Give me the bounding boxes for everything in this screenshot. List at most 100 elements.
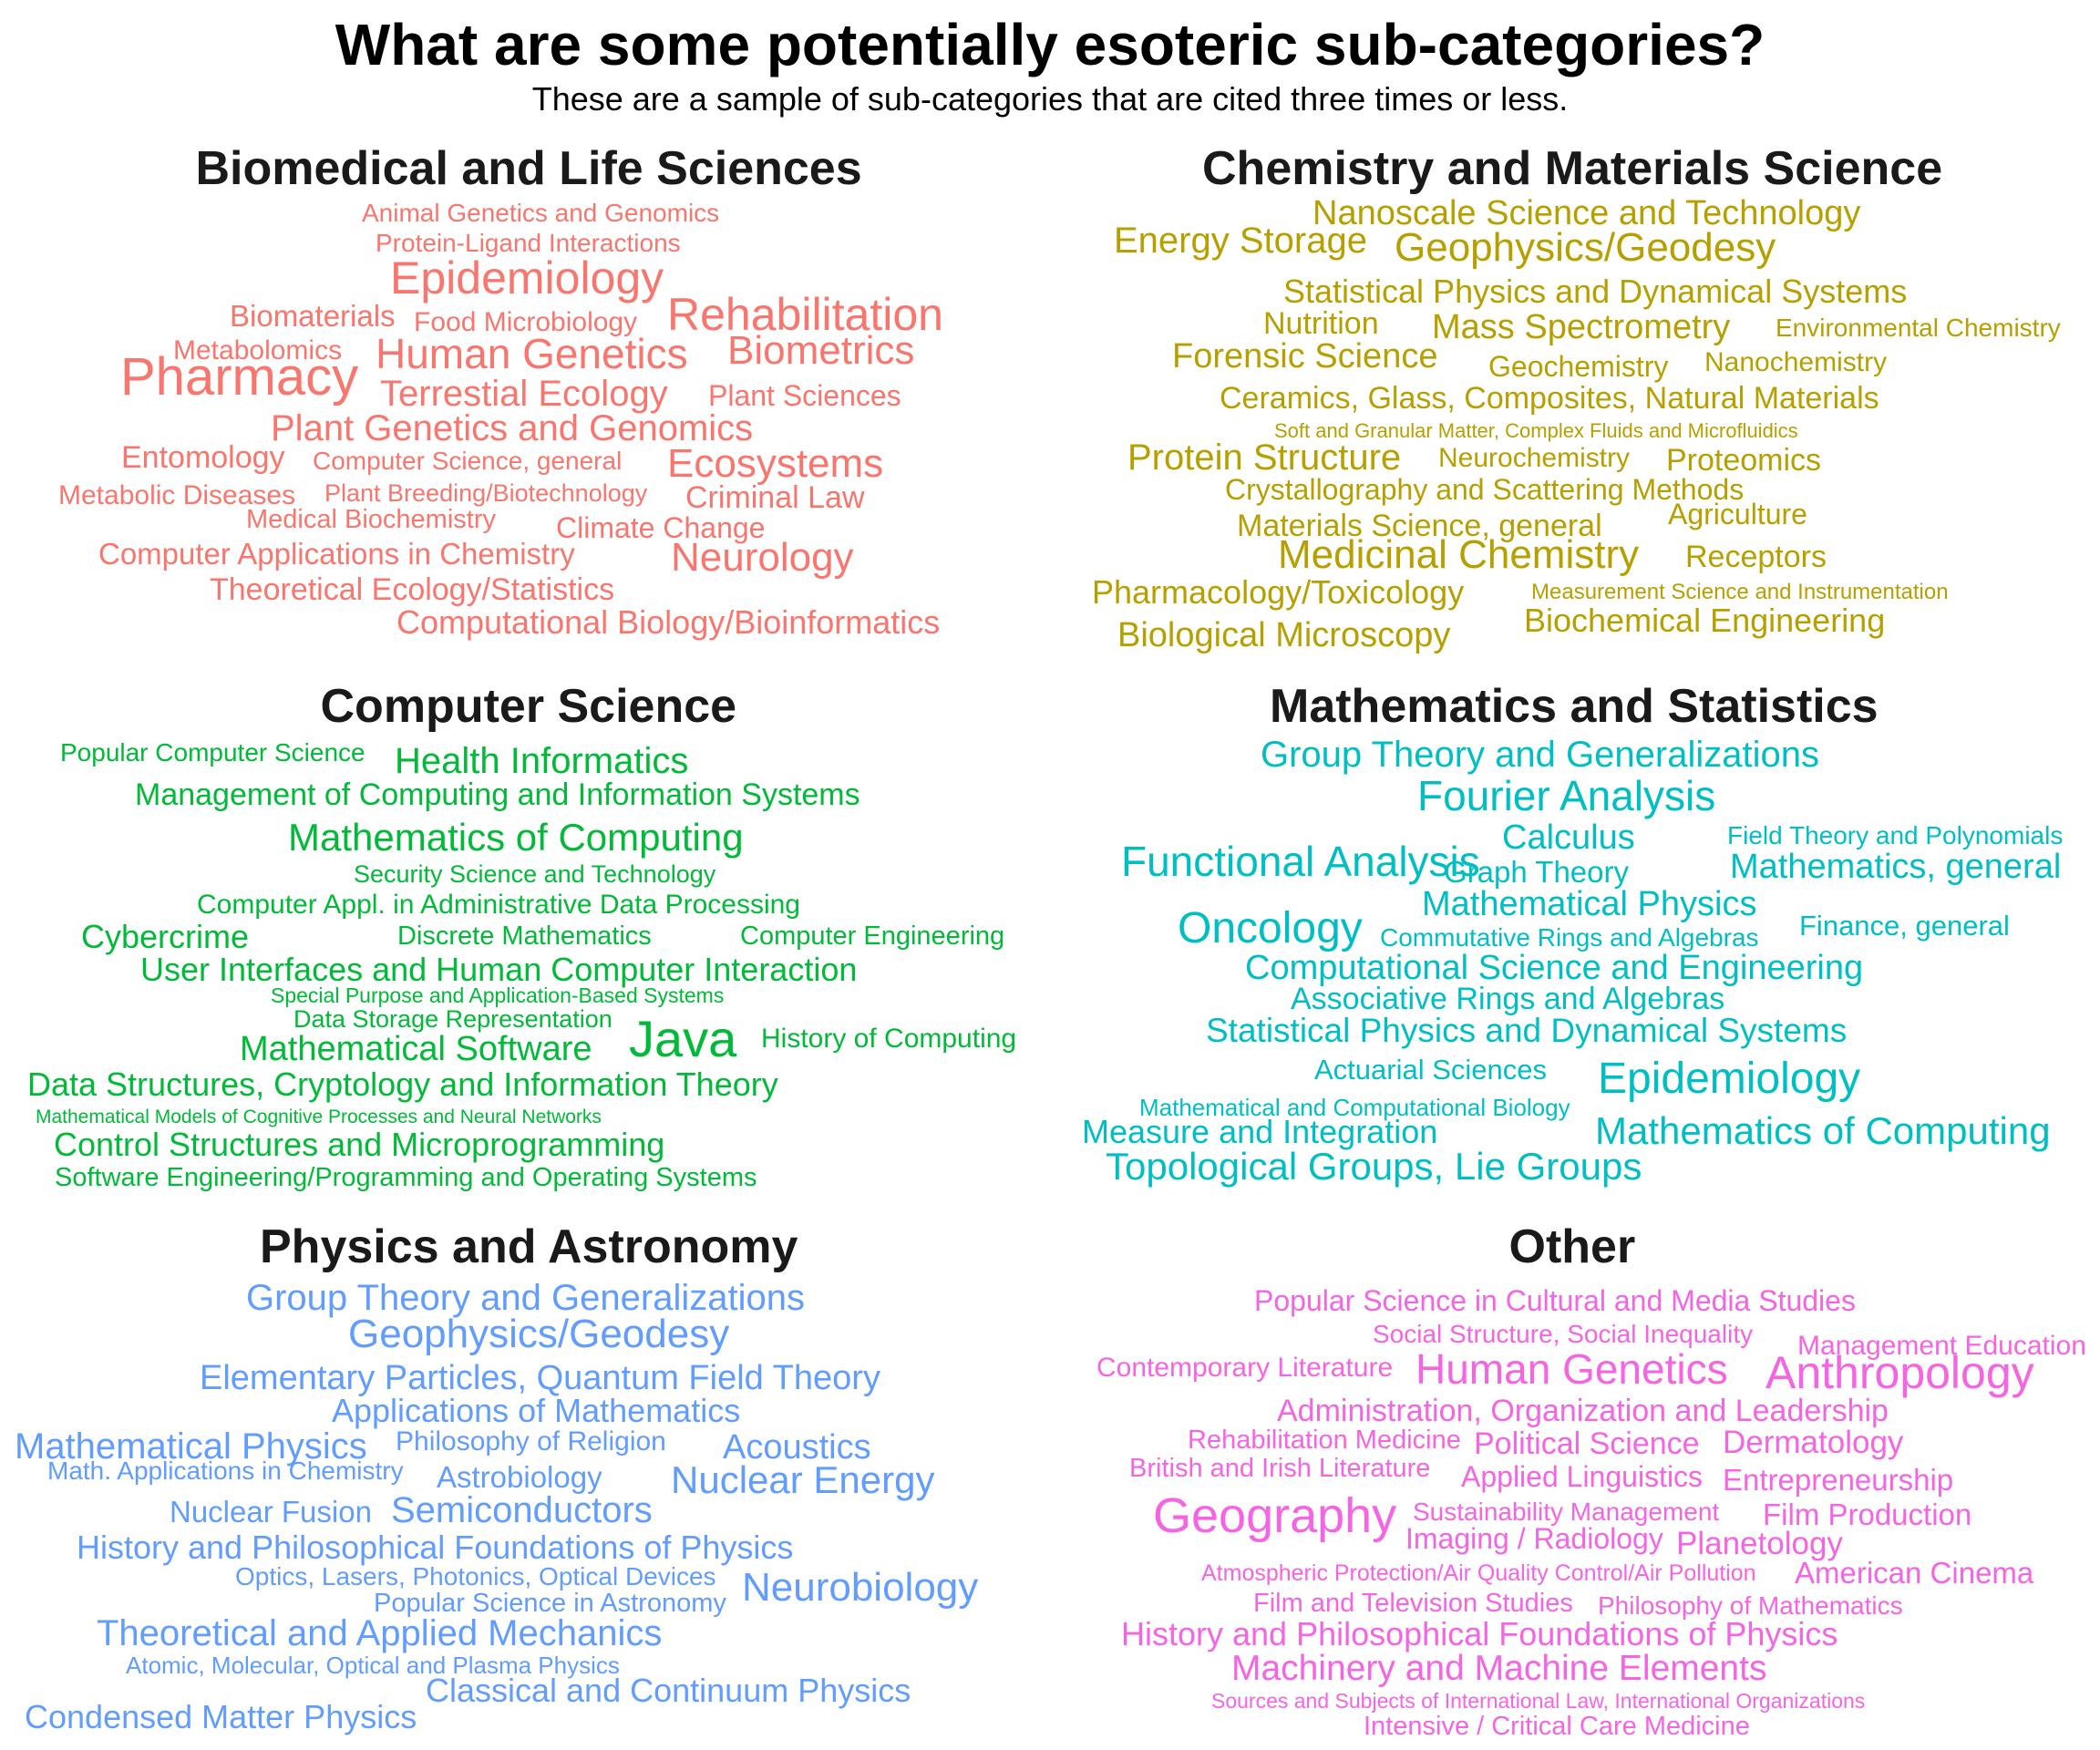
word-actuarial-sciences: Actuarial Sciences — [1314, 1054, 1548, 1086]
word-political-science: Political Science — [1474, 1426, 1700, 1461]
word-acoustics: Acoustics — [723, 1428, 871, 1467]
word-planetology: Planetology — [1676, 1526, 1843, 1561]
word-intensive-critical-care-medicine: Intensive / Critical Care Medicine — [1364, 1712, 1750, 1741]
word-astrobiology: Astrobiology — [437, 1460, 602, 1494]
word-film-production: Film Production — [1763, 1498, 1972, 1531]
word-climate-change: Climate Change — [556, 511, 766, 544]
word-functional-analysis: Functional Analysis — [1121, 838, 1480, 885]
word-administration-organization-and-leadership: Administration, Organization and Leaders… — [1277, 1394, 1889, 1428]
word-mathematics-of-computing: Mathematics of Computing — [288, 816, 744, 859]
word-data-structures-cryptology-and-information-theory: Data Structures, Cryptology and Informat… — [27, 1065, 778, 1103]
word-security-science-and-technology: Security Science and Technology — [354, 860, 716, 888]
word-semiconductors: Semiconductors — [391, 1490, 653, 1530]
word-topological-groups-lie-groups: Topological Groups, Lie Groups — [1106, 1145, 1642, 1188]
word-popular-science-in-cultural-and-media-studies: Popular Science in Cultural and Media St… — [1254, 1284, 1856, 1317]
chart-title: What are some potentially esoteric sub-c… — [335, 12, 1765, 77]
panel-title-mathematics-and-statistics: Mathematics and Statistics — [1270, 680, 1879, 733]
word-ecosystems: Ecosystems — [667, 441, 884, 486]
word-theoretical-and-applied-mechanics: Theoretical and Applied Mechanics — [97, 1613, 663, 1653]
word-data-storage-representation: Data Storage Representation — [293, 1005, 612, 1033]
word-philosophy-of-mathematics: Philosophy of Mathematics — [1598, 1591, 1903, 1620]
word-nanoscale-science-and-technology: Nanoscale Science and Technology — [1312, 194, 1861, 232]
word-dermatology: Dermatology — [1723, 1425, 1904, 1460]
word-contemporary-literature: Contemporary Literature — [1096, 1353, 1394, 1383]
word-computational-science-and-engineering: Computational Science and Engineering — [1245, 949, 1864, 987]
word-american-cinema: American Cinema — [1795, 1556, 2034, 1590]
word-protein-structure: Protein Structure — [1127, 438, 1402, 478]
word-history-of-computing: History of Computing — [761, 1024, 1017, 1054]
word-biochemical-engineering: Biochemical Engineering — [1524, 602, 1886, 639]
word-computer-engineering: Computer Engineering — [740, 921, 1005, 951]
word-plant-sciences: Plant Sciences — [708, 379, 901, 412]
word-geochemistry: Geochemistry — [1488, 350, 1669, 383]
word-entrepreneurship: Entrepreneurship — [1723, 1463, 1954, 1497]
word-popular-computer-science: Popular Computer Science — [60, 738, 365, 767]
word-computational-biology-bioinformatics: Computational Biology/Bioinformatics — [396, 603, 941, 641]
word-commutative-rings-and-algebras: Commutative Rings and Algebras — [1380, 923, 1759, 952]
word-java: Java — [629, 1010, 737, 1067]
word-pharmacy: Pharmacy — [120, 347, 359, 407]
word-geophysics-geodesy: Geophysics/Geodesy — [348, 1312, 730, 1356]
word-measurement-science-and-instrumentation: Measurement Science and Instrumentation — [1531, 580, 1949, 604]
word-measure-and-integration: Measure and Integration — [1082, 1113, 1438, 1150]
word-epidemiology: Epidemiology — [1598, 1055, 1861, 1103]
word-applications-of-mathematics: Applications of Mathematics — [332, 1392, 741, 1429]
word-elementary-particles-quantum-field-theory: Elementary Particles, Quantum Field Theo… — [200, 1359, 880, 1397]
word-mathematical-physics: Mathematical Physics — [15, 1426, 367, 1467]
word-classical-and-continuum-physics: Classical and Continuum Physics — [426, 1672, 911, 1709]
word-graph-theory: Graph Theory — [1444, 855, 1629, 889]
word-management-of-computing-and-information-systems: Management of Computing and Information … — [135, 777, 860, 812]
word-biomaterials: Biomaterials — [230, 299, 396, 333]
word-history-and-philosophical-foundations-of-physics: History and Philosophical Foundations of… — [1121, 1615, 1838, 1652]
word-control-structures-and-microprogramming: Control Structures and Microprogramming — [54, 1126, 665, 1163]
word-medicinal-chemistry: Medicinal Chemistry — [1278, 532, 1640, 577]
word-criminal-law: Criminal Law — [685, 480, 865, 515]
word-atmospheric-protection-air-quality-control-air-pollution: Atmospheric Protection/Air Quality Contr… — [1201, 1560, 1756, 1586]
word-applied-linguistics: Applied Linguistics — [1461, 1460, 1704, 1493]
word-animal-genetics-and-genomics: Animal Genetics and Genomics — [362, 199, 720, 227]
word-computer-appl-in-administrative-data-processing: Computer Appl. in Administrative Data Pr… — [197, 890, 800, 920]
word-human-genetics: Human Genetics — [1415, 1345, 1728, 1393]
word-math-applications-in-chemistry: Math. Applications in Chemistry — [47, 1457, 404, 1485]
word-forensic-science: Forensic Science — [1172, 337, 1438, 376]
word-mathematical-software: Mathematical Software — [240, 1030, 592, 1068]
word-nuclear-fusion: Nuclear Fusion — [170, 1495, 372, 1529]
word-agriculture: Agriculture — [1668, 498, 1807, 530]
word-atomic-molecular-optical-and-plasma-physics: Atomic, Molecular, Optical and Plasma Ph… — [126, 1652, 620, 1679]
word-history-and-philosophical-foundations-of-physics: History and Philosophical Foundations of… — [77, 1529, 794, 1566]
word-metabolomics: Metabolomics — [173, 335, 343, 365]
panel-title-biomedical-and-life-sciences: Biomedical and Life Sciences — [195, 142, 862, 195]
word-optics-lasers-photonics-optical-devices: Optics, Lasers, Photonics, Optical Devic… — [235, 1562, 716, 1590]
word-calculus: Calculus — [1502, 818, 1635, 857]
panel-title-computer-science: Computer Science — [320, 680, 737, 733]
word-condensed-matter-physics: Condensed Matter Physics — [25, 1698, 417, 1735]
word-philosophy-of-religion: Philosophy of Religion — [396, 1426, 666, 1457]
word-plant-breeding-biotechnology: Plant Breeding/Biotechnology — [324, 479, 648, 507]
word-neurology: Neurology — [671, 535, 854, 580]
word-sustainability-management: Sustainability Management — [1413, 1498, 1720, 1526]
word-mathematics-of-computing: Mathematics of Computing — [1595, 1109, 2051, 1152]
word-mathematical-and-computational-biology: Mathematical and Computational Biology — [1139, 1094, 1570, 1121]
word-protein-ligand-interactions: Protein-Ligand Interactions — [376, 229, 681, 257]
word-cybercrime: Cybercrime — [81, 918, 250, 955]
word-anthropology: Anthropology — [1765, 1347, 2034, 1398]
chart-subtitle: These are a sample of sub-categories tha… — [531, 80, 1569, 118]
word-medical-biochemistry: Medical Biochemistry — [246, 505, 496, 534]
word-ceramics-glass-composites-natural-materials: Ceramics, Glass, Composites, Natural Mat… — [1220, 381, 1879, 416]
word-geophysics-geodesy: Geophysics/Geodesy — [1395, 225, 1776, 270]
panel-title-other: Other — [1508, 1220, 1636, 1273]
word-epidemiology: Epidemiology — [390, 252, 664, 304]
word-biometrics: Biometrics — [727, 328, 915, 373]
word-special-purpose-and-application-based-systems: Special Purpose and Application-Based Sy… — [271, 983, 725, 1007]
word-nutrition: Nutrition — [1263, 306, 1379, 341]
word-neurochemistry: Neurochemistry — [1438, 443, 1631, 473]
word-soft-and-granular-matter-complex-fluids-and-microfluidics: Soft and Granular Matter, Complex Fluids… — [1274, 419, 1798, 442]
word-energy-storage: Energy Storage — [1114, 221, 1367, 261]
word-receptors: Receptors — [1685, 540, 1827, 574]
word-nanochemistry: Nanochemistry — [1704, 347, 1888, 377]
word-neurobiology: Neurobiology — [742, 1565, 979, 1610]
word-proteomics: Proteomics — [1666, 443, 1822, 478]
panel-title-physics-and-astronomy: Physics and Astronomy — [260, 1220, 798, 1273]
word-environmental-chemistry: Environmental Chemistry — [1776, 314, 2061, 342]
word-group-theory-and-generalizations: Group Theory and Generalizations — [1261, 735, 1819, 775]
